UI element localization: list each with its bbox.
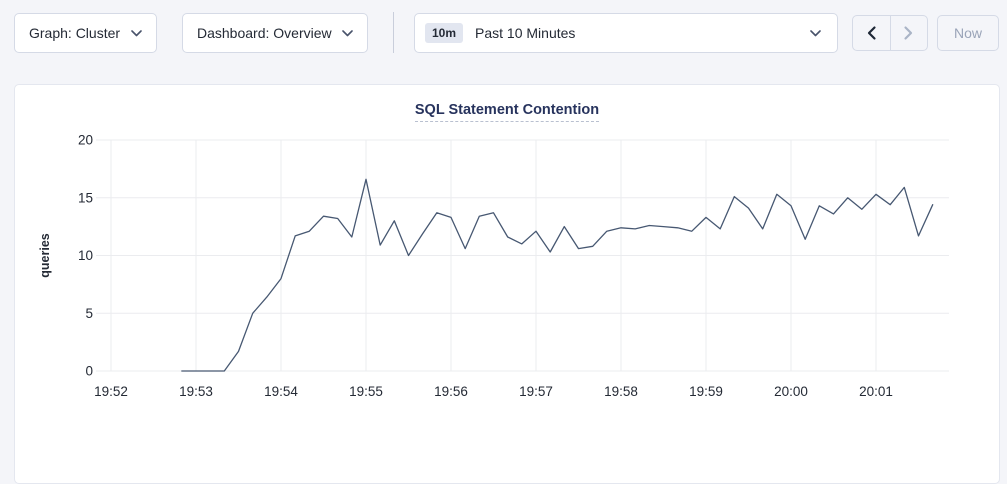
svg-text:20: 20 bbox=[78, 133, 93, 148]
svg-text:queries: queries bbox=[38, 233, 52, 278]
svg-text:19:54: 19:54 bbox=[264, 384, 298, 399]
next-time-button[interactable] bbox=[889, 16, 928, 50]
graph-dropdown-label: Graph: Cluster bbox=[29, 25, 121, 41]
graph-dropdown[interactable]: Graph: Cluster bbox=[14, 13, 157, 53]
svg-text:19:57: 19:57 bbox=[519, 384, 553, 399]
svg-text:19:55: 19:55 bbox=[349, 384, 383, 399]
svg-text:19:52: 19:52 bbox=[94, 384, 128, 399]
svg-text:10: 10 bbox=[78, 248, 93, 263]
time-range-label: Past 10 Minutes bbox=[475, 25, 576, 41]
chart-title-row: SQL Statement Contention bbox=[15, 101, 999, 122]
dashboard-dropdown-label: Dashboard: Overview bbox=[197, 25, 332, 41]
time-range-current: 10m Past 10 Minutes bbox=[425, 23, 575, 43]
svg-text:20:00: 20:00 bbox=[774, 384, 808, 399]
chevron-down-icon bbox=[131, 29, 142, 36]
chevron-right-icon bbox=[904, 26, 913, 40]
time-range-dropdown[interactable]: 10m Past 10 Minutes bbox=[414, 13, 838, 53]
sql-statement-contention-chart[interactable]: 0 5 10 15 20 19:52 19:53 19:54 19:55 19:56 19:57 19… bbox=[15, 85, 999, 425]
svg-text:19:58: 19:58 bbox=[604, 384, 638, 399]
toolbar: Graph: Cluster Dashboard: Overview 10m P… bbox=[0, 0, 1007, 84]
now-button[interactable]: Now bbox=[937, 15, 999, 51]
svg-text:19:53: 19:53 bbox=[179, 384, 213, 399]
svg-text:20:01: 20:01 bbox=[859, 384, 893, 399]
chevron-down-icon bbox=[810, 29, 821, 36]
svg-text:15: 15 bbox=[78, 190, 93, 205]
time-window-badge: 10m bbox=[425, 23, 464, 43]
svg-text:19:59: 19:59 bbox=[689, 384, 723, 399]
svg-text:0: 0 bbox=[85, 364, 93, 379]
chevron-down-icon bbox=[342, 29, 353, 36]
toolbar-divider bbox=[393, 12, 394, 53]
svg-text:5: 5 bbox=[85, 306, 93, 321]
dashboard-dropdown[interactable]: Dashboard: Overview bbox=[182, 13, 368, 53]
prev-time-button[interactable] bbox=[853, 16, 890, 50]
time-shift-button-group bbox=[852, 15, 928, 51]
chart-panel: SQL Statement Contention 0 5 10 15 20 19:52 19… bbox=[14, 84, 1000, 484]
svg-text:19:56: 19:56 bbox=[434, 384, 468, 399]
chart-title[interactable]: SQL Statement Contention bbox=[414, 102, 600, 122]
chevron-left-icon bbox=[867, 26, 876, 40]
